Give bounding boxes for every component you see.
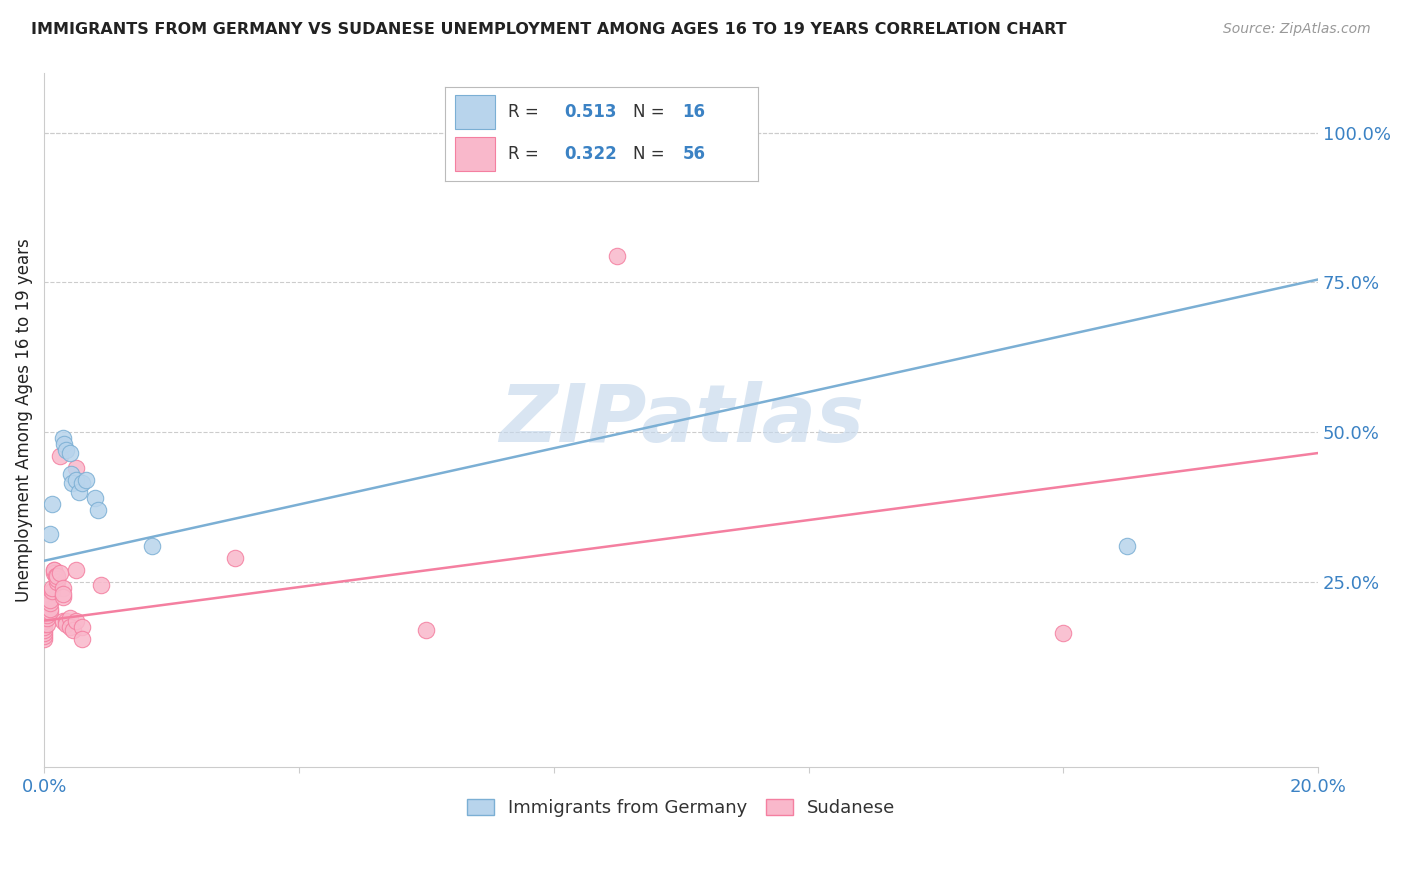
Point [65,461,87,475]
Point [49,566,72,580]
Point [32,632,55,646]
Point [52,431,75,445]
Point [32,625,55,640]
Point [41,581,63,595]
Point [45,568,67,582]
Point [59,467,82,481]
Point [37,607,59,622]
Point [37,592,59,607]
Point [55,443,77,458]
Point [45,572,67,586]
Point [42,563,65,577]
Point [39,601,62,615]
Point [37,616,59,631]
Point [606,248,628,262]
Point [41,583,63,598]
Point [37,605,59,619]
Point [224,550,246,565]
Point [37,596,59,610]
Point [58,446,80,460]
Point [58,619,80,633]
Point [32,629,55,643]
Point [52,590,75,604]
Point [58,610,80,624]
Point [32,599,55,613]
Y-axis label: Unemployment Among Ages 16 to 19 years: Unemployment Among Ages 16 to 19 years [15,238,32,602]
Point [32,601,55,615]
Point [39,526,62,541]
Point [55,616,77,631]
Point [32,592,55,607]
Point [1052,625,1074,640]
Point [55,614,77,628]
Point [90,578,112,592]
Point [32,596,55,610]
Point [84,491,107,505]
Point [72,632,94,646]
Point [37,610,59,624]
Point [65,563,87,577]
Point [42,566,65,580]
Point [32,610,55,624]
Point [39,605,62,619]
Point [32,614,55,628]
Text: Source: ZipAtlas.com: Source: ZipAtlas.com [1223,22,1371,37]
Point [1116,539,1139,553]
Point [87,503,110,517]
Point [52,581,75,595]
Point [32,607,55,622]
Point [60,475,83,490]
Text: IMMIGRANTS FROM GERMANY VS SUDANESE UNEMPLOYMENT AMONG AGES 16 TO 19 YEARS CORRE: IMMIGRANTS FROM GERMANY VS SUDANESE UNEM… [31,22,1067,37]
Point [39,592,62,607]
Point [45,574,67,589]
Point [52,614,75,628]
Point [65,614,87,628]
Point [32,605,55,619]
Point [62,623,84,637]
Legend: Immigrants from Germany, Sudanese: Immigrants from Germany, Sudanese [460,791,903,824]
Point [52,587,75,601]
Point [39,596,62,610]
Point [42,563,65,577]
Point [37,599,59,613]
Point [32,616,55,631]
Point [75,473,97,487]
Point [37,590,59,604]
Point [141,539,163,553]
Point [45,568,67,582]
Point [415,623,437,637]
Text: ZIPatlas: ZIPatlas [499,381,863,459]
Point [67,485,90,500]
Point [32,619,55,633]
Point [65,473,87,487]
Point [72,475,94,490]
Point [49,449,72,463]
Point [72,619,94,633]
Point [41,497,63,511]
Point [53,437,76,451]
Point [32,623,55,637]
